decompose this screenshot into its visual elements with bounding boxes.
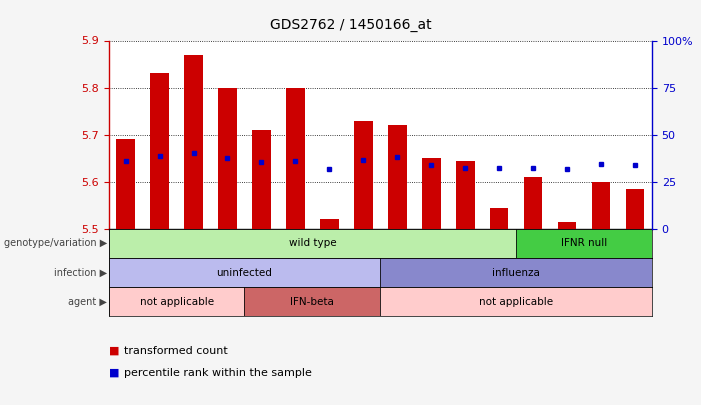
Text: influenza: influenza	[492, 268, 540, 277]
Text: IFNR null: IFNR null	[561, 239, 607, 248]
Text: uninfected: uninfected	[217, 268, 273, 277]
Bar	[456, 160, 475, 229]
Bar	[116, 139, 135, 229]
Bar	[625, 189, 644, 229]
Text: transformed count: transformed count	[124, 346, 228, 356]
Bar	[516, 229, 652, 258]
Bar	[524, 177, 543, 229]
Text: infection ▶: infection ▶	[54, 268, 107, 277]
Bar	[286, 87, 305, 229]
Bar	[150, 73, 169, 229]
Bar	[381, 287, 652, 316]
Bar	[245, 287, 381, 316]
Text: wild type: wild type	[289, 239, 336, 248]
Text: ■: ■	[109, 368, 119, 378]
Text: IFN-beta: IFN-beta	[290, 297, 334, 307]
Bar	[109, 287, 245, 316]
Text: genotype/variation ▶: genotype/variation ▶	[4, 239, 107, 248]
Bar	[381, 258, 652, 287]
Bar	[320, 220, 339, 229]
Bar	[558, 222, 576, 229]
Text: ■: ■	[109, 346, 119, 356]
Bar	[252, 130, 271, 229]
Text: agent ▶: agent ▶	[69, 297, 107, 307]
Text: percentile rank within the sample: percentile rank within the sample	[124, 368, 312, 378]
Bar	[592, 182, 611, 229]
Bar	[218, 87, 237, 229]
Bar	[490, 208, 508, 229]
Text: not applicable: not applicable	[139, 297, 214, 307]
Bar	[184, 55, 203, 229]
Text: GDS2762 / 1450166_at: GDS2762 / 1450166_at	[270, 18, 431, 32]
Bar	[109, 229, 516, 258]
Bar	[422, 158, 440, 229]
Bar	[354, 121, 373, 229]
Bar	[109, 258, 381, 287]
Bar	[388, 125, 407, 229]
Text: not applicable: not applicable	[479, 297, 553, 307]
